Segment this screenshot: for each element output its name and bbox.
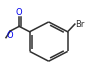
Text: O: O	[16, 8, 23, 17]
Text: Br: Br	[75, 20, 85, 29]
Text: O: O	[7, 31, 14, 40]
